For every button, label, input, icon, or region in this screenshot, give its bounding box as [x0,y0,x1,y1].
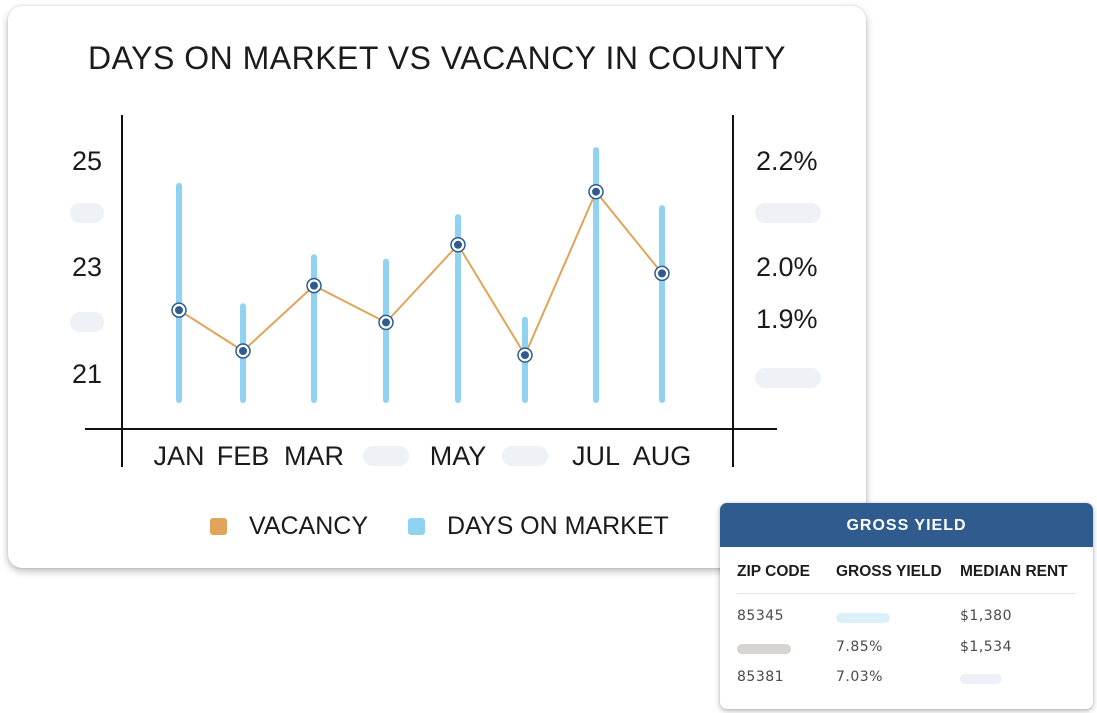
chart-legend: VACANCY DAYS ON MARKET [210,512,709,541]
x-tick-placeholder [363,446,409,466]
legend-label-vacancy: VACANCY [249,512,369,540]
x-tick-label: MAY [430,441,487,471]
column-header-gross-yield: GROSS YIELD [836,563,942,580]
gross-yield-card: GROSS YIELD ZIP CODE GROSS YIELD MEDIAN … [720,503,1093,709]
chart-title: DAYS ON MARKET VS VACANCY IN COUNTY [88,40,786,76]
y-left-tick-label: 23 [72,252,102,282]
y-right-tick-label: 1.9% [756,304,818,334]
x-tick-label: MAR [284,441,344,471]
table-row: 85381 7.03% [737,669,1076,699]
cell-median-rent: $1,380 [960,608,1012,624]
point-vacancy [454,240,462,249]
y-left-tick-label: 25 [72,146,102,176]
point-vacancy [521,351,529,360]
y-right-tick-placeholder [755,203,821,223]
cell-gross-yield: 7.03% [836,669,883,685]
legend-days-on-market: DAYS ON MARKET [408,512,669,541]
legend-swatch-days-on-market [408,518,426,535]
x-tick-label: JAN [153,441,204,471]
column-header-zip: ZIP CODE [737,563,810,580]
point-vacancy [239,346,247,355]
point-vacancy [592,187,600,196]
y-right-tick-label: 2.0% [756,252,818,282]
placeholder-bar [836,613,890,623]
point-vacancy [658,269,666,278]
legend-label-days-on-market: DAYS ON MARKET [447,512,669,540]
x-tick-label: AUG [633,441,692,471]
table-header-row: ZIP CODE GROSS YIELD MEDIAN RENT [737,563,1076,594]
line-vacancy [178,189,663,358]
point-vacancy [310,281,318,290]
legend-swatch-vacancy [210,518,227,535]
cell-gross-yield: 7.85% [836,639,883,655]
x-tick-placeholder [502,446,548,466]
cell-median-rent: $1,534 [960,639,1012,655]
placeholder-bar [960,674,1002,684]
y-left-tick-placeholder [70,312,104,332]
point-vacancy [175,306,183,315]
gross-yield-title: GROSS YIELD [720,503,1093,547]
y-right-tick-placeholder [755,368,821,388]
x-tick-label: FEB [217,441,270,471]
y-right-tick-label: 2.2% [756,146,818,176]
chart-plot: 25 23 21 2.2% 2.0% 1.9% JAN FEB MAR MAY JUL AUG [70,115,821,471]
y-left-tick-placeholder [70,203,104,223]
y-left-tick-label: 21 [72,359,102,389]
table-row: 85345 $1,380 [737,608,1076,638]
x-tick-label: JUL [572,441,620,471]
cell-zip: 85345 [737,608,785,624]
table-row: 7.85% $1,534 [737,639,1076,669]
placeholder-bar [737,644,791,654]
cell-zip: 85381 [737,669,785,685]
legend-vacancy: VACANCY [210,512,368,541]
column-header-median-rent: MEDIAN RENT [960,563,1068,580]
point-vacancy [382,318,390,327]
chart-card [8,6,866,568]
